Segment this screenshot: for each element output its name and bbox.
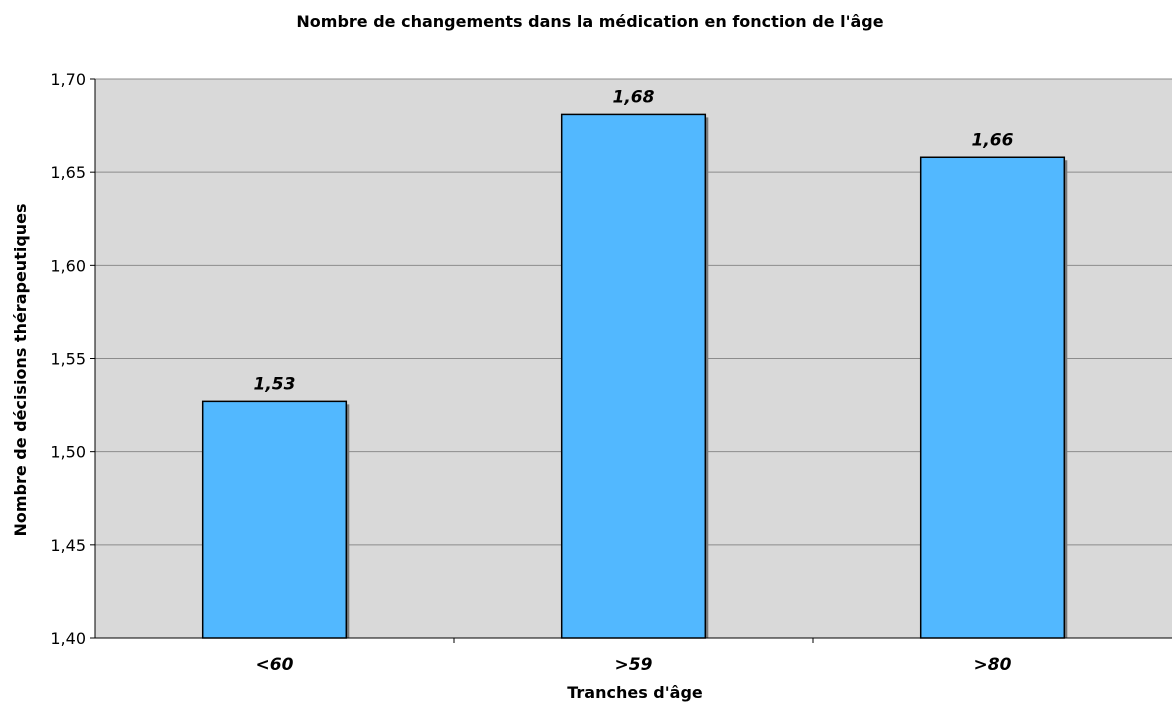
x-category-label: >80 xyxy=(974,655,1012,675)
bar xyxy=(919,156,1066,639)
x-category-label: <60 xyxy=(256,655,294,675)
y-tick-label: 1,65 xyxy=(50,163,86,182)
bar-value-label: 1,66 xyxy=(972,130,1014,150)
y-tick-label: 1,60 xyxy=(50,256,86,275)
x-axis-label: Tranches d'âge xyxy=(567,683,703,702)
y-tick-label: 1,50 xyxy=(50,443,86,462)
chart-title: Nombre de changements dans la médication… xyxy=(296,12,883,31)
y-tick-label: 1,40 xyxy=(50,629,86,648)
x-category-label: >59 xyxy=(615,655,653,675)
y-axis-ticks: 1,40 1,45 1,50 1,55 1,60 1,65 1,70 xyxy=(50,70,95,648)
bar xyxy=(560,113,707,639)
x-axis-categories: <60 >59 >80 xyxy=(256,638,1012,675)
bar xyxy=(201,400,348,639)
y-tick-label: 1,70 xyxy=(50,70,86,89)
data-labels: 1,53 1,68 1,66 xyxy=(254,87,1014,394)
bar-value-label: 1,53 xyxy=(254,374,296,394)
bars xyxy=(201,113,1068,639)
y-tick-label: 1,55 xyxy=(50,350,86,369)
y-tick-label: 1,45 xyxy=(50,536,86,555)
bar-value-label: 1,68 xyxy=(613,87,655,107)
y-axis-label: Nombre de décisions thérapeutiques xyxy=(11,203,30,536)
